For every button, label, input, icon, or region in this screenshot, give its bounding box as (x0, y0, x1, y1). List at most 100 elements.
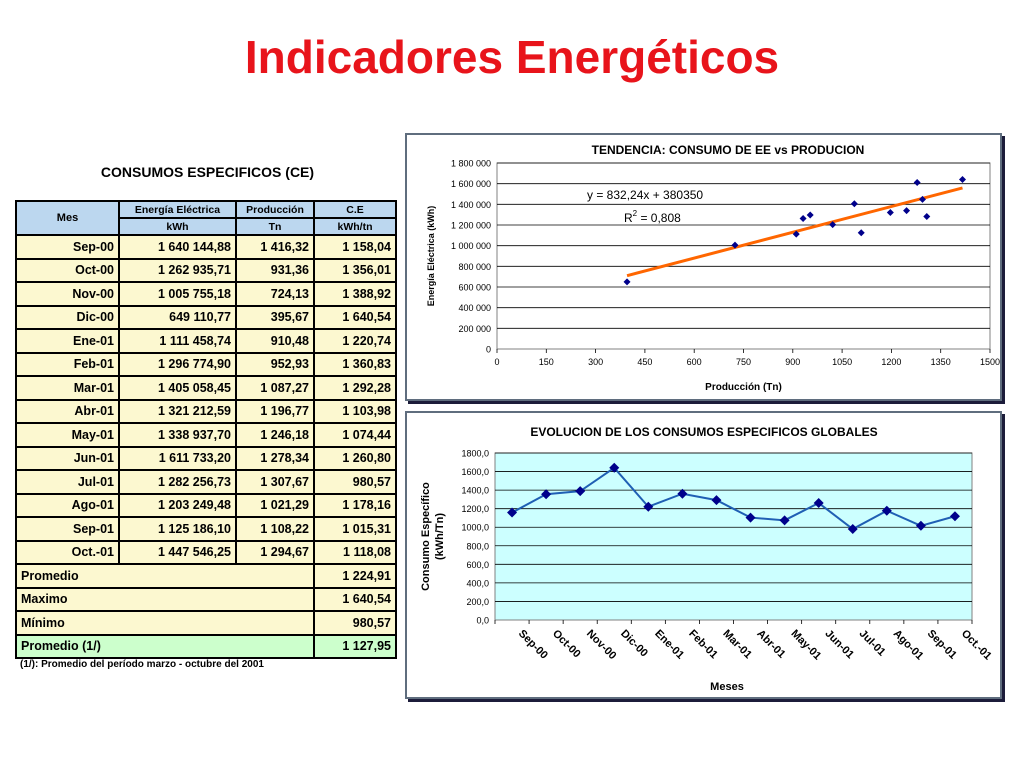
cell-ce: 1 640,54 (313, 304, 397, 330)
plot-area (494, 452, 973, 621)
cell-energia: 1 282 256,73 (118, 469, 237, 495)
cell-produccion: 1 278,34 (235, 445, 315, 471)
x-tick-label: Nov-00 (584, 628, 618, 662)
y-tick-label: 1000,0 (461, 523, 489, 533)
r-squared: R2 = 0,808 (624, 209, 681, 225)
table-footnote: (1/): Promedio del período marzo - octub… (20, 659, 264, 670)
cell-ce: 1 388,92 (313, 281, 397, 307)
table-row: Oct.-01 1 447 546,25 1 294,67 1 118,08 (15, 539, 397, 565)
ce-table: Mes Energía Eléctrica Producción C.E kWh… (15, 200, 397, 659)
scatter-chart: TENDENCIA: CONSUMO DE EE vs PRODUCION020… (426, 143, 1000, 393)
x-tick-label: 0 (494, 357, 499, 367)
data-point (792, 230, 800, 238)
x-tick-label: Mar-01 (720, 628, 754, 662)
cell-produccion: 395,67 (235, 304, 315, 330)
cell-ce: 1 292,28 (313, 375, 397, 401)
summary-label: Promedio (1/) (15, 633, 315, 659)
header-energia-unit: kWh (118, 217, 237, 236)
data-point (857, 229, 865, 237)
r-squared-exponent: 2 (633, 209, 638, 218)
cell-mes: Sep-01 (15, 516, 120, 542)
summary-row: Promedio (1/) 1 127,95 (15, 633, 397, 659)
data-point (847, 524, 858, 535)
data-point (541, 489, 552, 500)
y-tick-label: 1800,0 (461, 449, 489, 459)
y-tick-label: 0 (486, 345, 491, 355)
y-tick-label: 1200,0 (461, 504, 489, 514)
cell-produccion: 1 087,27 (235, 375, 315, 401)
table-row: Abr-01 1 321 212,59 1 196,77 1 103,98 (15, 398, 397, 424)
r-squared-symbol: R (624, 211, 633, 225)
summary-value: 980,57 (313, 610, 397, 636)
header-produccion-unit: Tn (235, 217, 315, 236)
cell-mes: Feb-01 (15, 351, 120, 377)
summary-value: 1 127,95 (313, 633, 397, 659)
cell-produccion: 952,93 (235, 351, 315, 377)
data-point (915, 520, 926, 531)
table-row: Nov-00 1 005 755,18 724,13 1 388,92 (15, 281, 397, 307)
summary-value: 1 640,54 (313, 586, 397, 612)
summary-label: Mínimo (15, 610, 315, 636)
cell-ce: 1 158,04 (313, 234, 397, 260)
line-chart-panel: EVOLUCION DE LOS CONSUMOS ESPECIFICOS GL… (405, 411, 1002, 699)
y-tick-label: 1400,0 (461, 486, 489, 496)
x-tick-label: Jul-01 (857, 628, 888, 659)
y-tick-label: 600,0 (466, 560, 489, 570)
cell-produccion: 1 021,29 (235, 492, 315, 518)
scatter-chart-panel: TENDENCIA: CONSUMO DE EE vs PRODUCION 0 20… (405, 133, 1002, 401)
cell-produccion: 1 416,32 (235, 234, 315, 260)
data-point (731, 241, 739, 249)
cell-energia: 1 005 755,18 (118, 281, 237, 307)
x-tick-label: 450 (637, 357, 652, 367)
data-point (913, 178, 921, 186)
x-tick-label: Feb-01 (686, 628, 720, 662)
x-tick-label: Abr-01 (754, 628, 787, 661)
cell-mes: Oct-00 (15, 257, 120, 283)
plot-area (496, 162, 991, 350)
summary-row: Mínimo 980,57 (15, 610, 397, 636)
x-tick-label: Oct.-01 (959, 628, 994, 663)
table-row: Jul-01 1 282 256,73 1 307,67 980,57 (15, 469, 397, 495)
y-tick-label: 1 600 000 (451, 179, 491, 189)
header-energia: Energía Eléctrica (118, 200, 237, 219)
cell-mes: Mar-01 (15, 375, 120, 401)
cell-mes: May-01 (15, 422, 120, 448)
y-tick-label: 1600,0 (461, 467, 489, 477)
cell-ce: 1 118,08 (313, 539, 397, 565)
data-point (779, 515, 790, 526)
y-tick-label: 1 000 000 (451, 241, 491, 251)
x-tick-label: 300 (588, 357, 603, 367)
data-point (813, 498, 824, 509)
cell-produccion: 1 294,67 (235, 539, 315, 565)
chart-title: EVOLUCION DE LOS CONSUMOS ESPECIFICOS GL… (530, 425, 877, 439)
summary-value: 1 224,91 (313, 563, 397, 589)
cell-produccion: 931,36 (235, 257, 315, 283)
y-axis-label-line1: Consumo Específico (420, 482, 432, 591)
data-point (745, 512, 756, 523)
table-row: May-01 1 338 937,70 1 246,18 1 074,44 (15, 422, 397, 448)
x-tick-label: 1200 (881, 357, 901, 367)
cell-mes: Ene-01 (15, 328, 120, 354)
data-point (799, 214, 807, 222)
header-mes: Mes (15, 200, 120, 236)
table-row: Sep-00 1 640 144,88 1 416,32 1 158,04 (15, 234, 397, 260)
cell-produccion: 1 246,18 (235, 422, 315, 448)
cell-energia: 1 611 733,20 (118, 445, 237, 471)
cell-produccion: 1 196,77 (235, 398, 315, 424)
cell-mes: Dic-00 (15, 304, 120, 330)
y-tick-label: 600 000 (458, 283, 491, 293)
cell-energia: 1 125 186,10 (118, 516, 237, 542)
table-row: Ene-01 1 111 458,74 910,48 1 220,74 (15, 328, 397, 354)
y-tick-label: 800,0 (466, 541, 489, 551)
cell-energia: 1 640 144,88 (118, 234, 237, 260)
x-tick-label: 150 (539, 357, 554, 367)
y-tick-label: 400 000 (458, 303, 491, 313)
data-point (711, 495, 722, 506)
y-axis-label-line2: (kWh/Tn) (434, 513, 446, 560)
cell-ce: 1 220,74 (313, 328, 397, 354)
cell-ce: 1 103,98 (313, 398, 397, 424)
cell-mes: Abr-01 (15, 398, 120, 424)
table-header-units-row: kWh Tn kWh/tn (16, 217, 397, 236)
x-tick-label: Jun-01 (823, 628, 857, 662)
summary-row: Maximo 1 640,54 (15, 586, 397, 612)
